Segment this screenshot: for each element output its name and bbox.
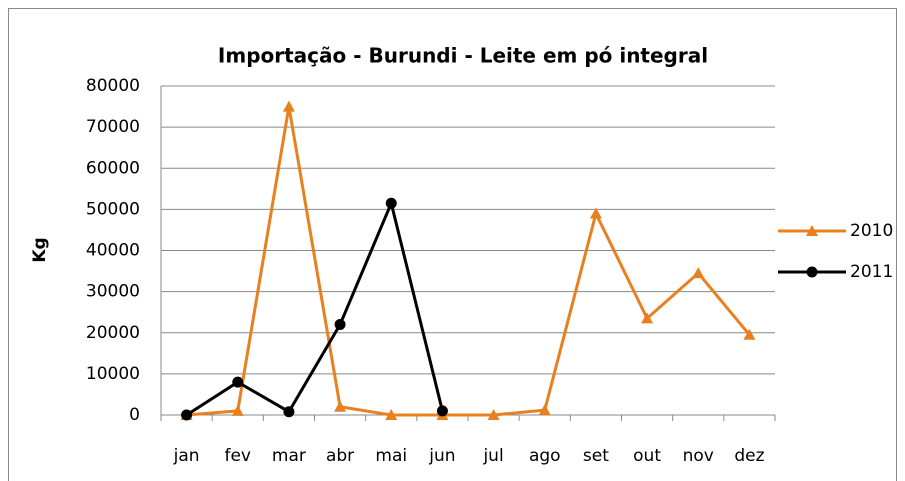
point-marker: [743, 328, 756, 340]
x-tick-label: jul: [482, 446, 503, 466]
point-marker: [181, 409, 193, 421]
y-tick-label: 20000: [86, 323, 140, 343]
y-tick-label: 10000: [86, 364, 140, 384]
x-tick-label: ago: [529, 446, 561, 466]
point-marker: [538, 404, 551, 416]
legend-label: 2010: [850, 221, 893, 241]
y-tick-label: 80000: [86, 76, 140, 96]
y-tick-label: 70000: [86, 117, 140, 137]
x-tick-label: mai: [375, 446, 407, 466]
point-marker: [487, 409, 500, 420]
y-tick-label: 30000: [86, 282, 140, 302]
series-line: [186, 105, 751, 417]
x-tick-label: fev: [224, 446, 251, 466]
series-line: [185, 201, 444, 417]
point-marker: [231, 404, 244, 416]
point-marker: [692, 267, 705, 279]
x-tick-label: mar: [272, 446, 306, 466]
x-tick-label: jun: [428, 446, 455, 466]
y-tick-label: 0: [129, 405, 140, 425]
chart-title: Importação - Burundi - Leite em pó integ…: [218, 44, 708, 68]
point-marker: [436, 405, 448, 417]
x-tick-label: abr: [326, 446, 354, 466]
x-tick-label: jan: [173, 446, 200, 466]
legend-label: 2011: [850, 262, 893, 282]
y-tick-label: 50000: [86, 199, 140, 219]
y-tick-label: 60000: [86, 158, 140, 178]
y-axis-label: Kg: [30, 237, 50, 262]
point-marker: [282, 100, 295, 112]
point-marker: [806, 266, 818, 278]
y-tick-label: 40000: [86, 241, 140, 261]
point-marker: [283, 406, 295, 418]
point-marker: [334, 400, 347, 412]
point-marker: [641, 312, 654, 324]
point-marker: [589, 207, 602, 219]
point-marker: [385, 197, 397, 209]
x-tick-label: dez: [734, 446, 764, 466]
x-tick-label: nov: [683, 446, 714, 466]
chart-frame: [8, 8, 897, 481]
point-marker: [334, 319, 346, 331]
point-marker: [806, 225, 818, 236]
x-tick-label: out: [633, 446, 661, 466]
point-marker: [232, 376, 244, 388]
point-marker: [385, 409, 398, 420]
x-tick-label: set: [583, 446, 609, 466]
